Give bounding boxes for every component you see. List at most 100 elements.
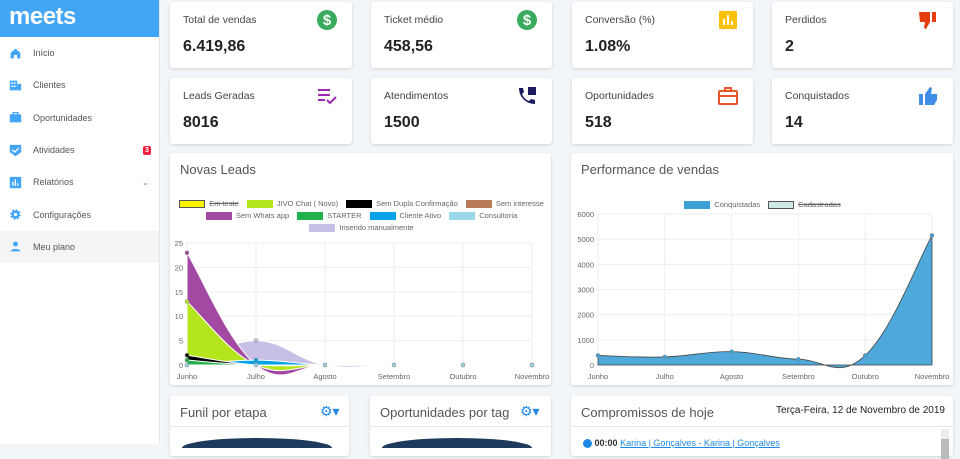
y-tick-label: 6000 bbox=[577, 210, 594, 219]
scrollbar[interactable] bbox=[941, 429, 949, 459]
sidebar-item-relatorios[interactable]: Relatórios ⌄ bbox=[0, 166, 159, 198]
sidebar-item-label: Início bbox=[33, 48, 55, 59]
x-tick-label: Outubro bbox=[449, 372, 476, 381]
legend-label: Inserido manualmente bbox=[339, 223, 414, 232]
dollar-icon: $ bbox=[317, 10, 337, 30]
sidebar-item-oportunidades[interactable]: Oportunidades bbox=[0, 102, 159, 134]
y-tick-label: 5 bbox=[179, 337, 183, 346]
agenda-time: 00:00 bbox=[594, 438, 618, 448]
kpi-label: Ticket médio bbox=[384, 14, 444, 26]
notification-badge: 3 bbox=[143, 145, 151, 155]
data-point[interactable] bbox=[729, 349, 734, 354]
legend-item[interactable]: STARTER bbox=[297, 211, 362, 220]
legend-item[interactable]: Sem interesse bbox=[465, 199, 544, 208]
legend-item[interactable]: JIVO Chat ( Novo) bbox=[246, 199, 339, 208]
y-tick-label: 1000 bbox=[577, 336, 594, 345]
legend-item[interactable]: Cadastradas bbox=[768, 200, 841, 209]
data-point[interactable] bbox=[184, 250, 190, 256]
gear-dropdown-icon[interactable]: ⚙▾ bbox=[520, 403, 540, 419]
x-tick-label: Setembro bbox=[378, 372, 411, 381]
x-tick-label: Julho bbox=[247, 372, 265, 381]
tags-panel: Oportunidades por tag ⚙▾ bbox=[370, 396, 551, 456]
sidebar-item-label: Relatórios bbox=[33, 177, 74, 188]
kpi-value: 14 bbox=[785, 114, 803, 131]
agenda-link[interactable]: Karina | Gonçalves - Karina | Gonçalves bbox=[620, 438, 780, 448]
kpi-label: Conquistados bbox=[785, 90, 850, 102]
panel-title: Compromissos de hoje bbox=[581, 405, 714, 420]
legend-item[interactable]: Sem Dupla Confirmação bbox=[346, 199, 458, 208]
y-tick-label: 15 bbox=[175, 288, 183, 297]
data-point[interactable] bbox=[929, 233, 935, 238]
legend-item[interactable]: Cliente Ativo bbox=[369, 211, 442, 220]
kpi-value: 6.419,86 bbox=[183, 38, 246, 55]
sidebar-item-clientes[interactable]: Clientes bbox=[0, 69, 159, 101]
data-point[interactable] bbox=[460, 362, 466, 368]
bar-chart-icon bbox=[9, 176, 22, 189]
data-point[interactable] bbox=[595, 353, 601, 358]
data-point[interactable] bbox=[391, 362, 397, 368]
kpi-card-atendimentos: Atendimentos 1500 bbox=[371, 78, 552, 144]
agenda-item[interactable]: 00:00 Karina | Gonçalves - Karina | Gonç… bbox=[583, 438, 780, 449]
x-tick-label: Julho bbox=[656, 372, 674, 381]
x-tick-label: Junho bbox=[177, 372, 197, 381]
x-tick-label: Outubro bbox=[852, 372, 879, 381]
kpi-label: Perdidos bbox=[785, 14, 827, 26]
chart-legend: Conquistadas Cadastradas bbox=[575, 200, 950, 209]
legend-swatch bbox=[297, 211, 324, 220]
x-tick-label: Novembro bbox=[515, 372, 550, 381]
data-point[interactable] bbox=[184, 362, 190, 368]
data-point[interactable] bbox=[862, 353, 868, 358]
thumbs-down-icon bbox=[919, 12, 936, 29]
performance-chart: 0 1000 2000 3000 4000 5000 6000 Junho Julho Agost… bbox=[577, 210, 949, 381]
legend-item[interactable]: Conquistadas bbox=[684, 200, 760, 209]
legend-item[interactable]: Inserido manualmente bbox=[309, 223, 414, 232]
sidebar-item-atividades[interactable]: Atividades 3 bbox=[0, 134, 159, 166]
kpi-card-total-de-vendas: Total de vendas 6.419,86 $ bbox=[170, 2, 352, 68]
legend-item[interactable]: Sem Whats app bbox=[205, 211, 289, 220]
phone-transfer-icon bbox=[519, 87, 536, 104]
legend-swatch bbox=[246, 199, 273, 208]
data-point[interactable] bbox=[662, 354, 668, 360]
kpi-label: Oportunidades bbox=[585, 90, 654, 102]
sidebar-item-label: Oportunidades bbox=[33, 112, 93, 123]
legend-item[interactable]: Em teste bbox=[179, 199, 239, 208]
legend-label: Sem interesse bbox=[495, 199, 544, 208]
sidebar-item-configuracoes[interactable]: Configurações bbox=[0, 198, 159, 230]
legend-label: Cliente Ativo bbox=[399, 211, 442, 220]
data-point[interactable] bbox=[322, 362, 328, 368]
kpi-value: 518 bbox=[585, 114, 612, 131]
sidebar-item-label: Atividades bbox=[33, 145, 75, 156]
legend-swatch bbox=[309, 223, 336, 232]
data-point[interactable] bbox=[184, 299, 190, 304]
kpi-label: Total de vendas bbox=[183, 14, 257, 26]
chevron-down-icon[interactable]: ⌄ bbox=[142, 177, 149, 187]
y-tick-label: 10 bbox=[175, 312, 183, 321]
y-tick-label: 0 bbox=[590, 361, 594, 370]
sidebar: meets Início Clientes Oportunidades Ativida… bbox=[0, 0, 160, 444]
novas-leads-chart: 0 5 10 15 20 25 Junho Julho Agosto Setembro Outubr… bbox=[175, 239, 550, 381]
kpi-value: 2 bbox=[785, 38, 794, 55]
data-point[interactable] bbox=[184, 352, 190, 358]
panel-title: Oportunidades por tag bbox=[380, 405, 510, 420]
legend-item[interactable]: Consultoria bbox=[449, 211, 517, 220]
sidebar-item-meu-plano[interactable]: Meu plano bbox=[0, 230, 159, 264]
sidebar-item-label: Configurações bbox=[33, 209, 92, 220]
data-point[interactable] bbox=[184, 357, 190, 363]
data-point[interactable] bbox=[253, 362, 259, 368]
gear-dropdown-icon[interactable]: ⚙▾ bbox=[320, 403, 340, 419]
panel-title: Novas Leads bbox=[180, 162, 256, 177]
kpi-label: Leads Geradas bbox=[183, 90, 255, 102]
kpi-value: 1.08% bbox=[585, 38, 631, 55]
data-point[interactable] bbox=[253, 338, 259, 343]
data-point[interactable] bbox=[253, 357, 259, 363]
kpi-card-ticket-medio: Ticket médio 458,56 $ bbox=[371, 2, 552, 68]
sidebar-item-inicio[interactable]: Início bbox=[0, 37, 159, 69]
kpi-label: Atendimentos bbox=[384, 90, 449, 102]
legend-swatch bbox=[205, 211, 232, 220]
y-tick-label: 3000 bbox=[577, 286, 594, 295]
briefcase-icon bbox=[718, 87, 738, 105]
logo[interactable]: meets bbox=[0, 0, 159, 37]
legend-label: JIVO Chat ( Novo) bbox=[276, 199, 339, 208]
data-point[interactable] bbox=[529, 362, 535, 368]
data-point[interactable] bbox=[796, 356, 801, 362]
